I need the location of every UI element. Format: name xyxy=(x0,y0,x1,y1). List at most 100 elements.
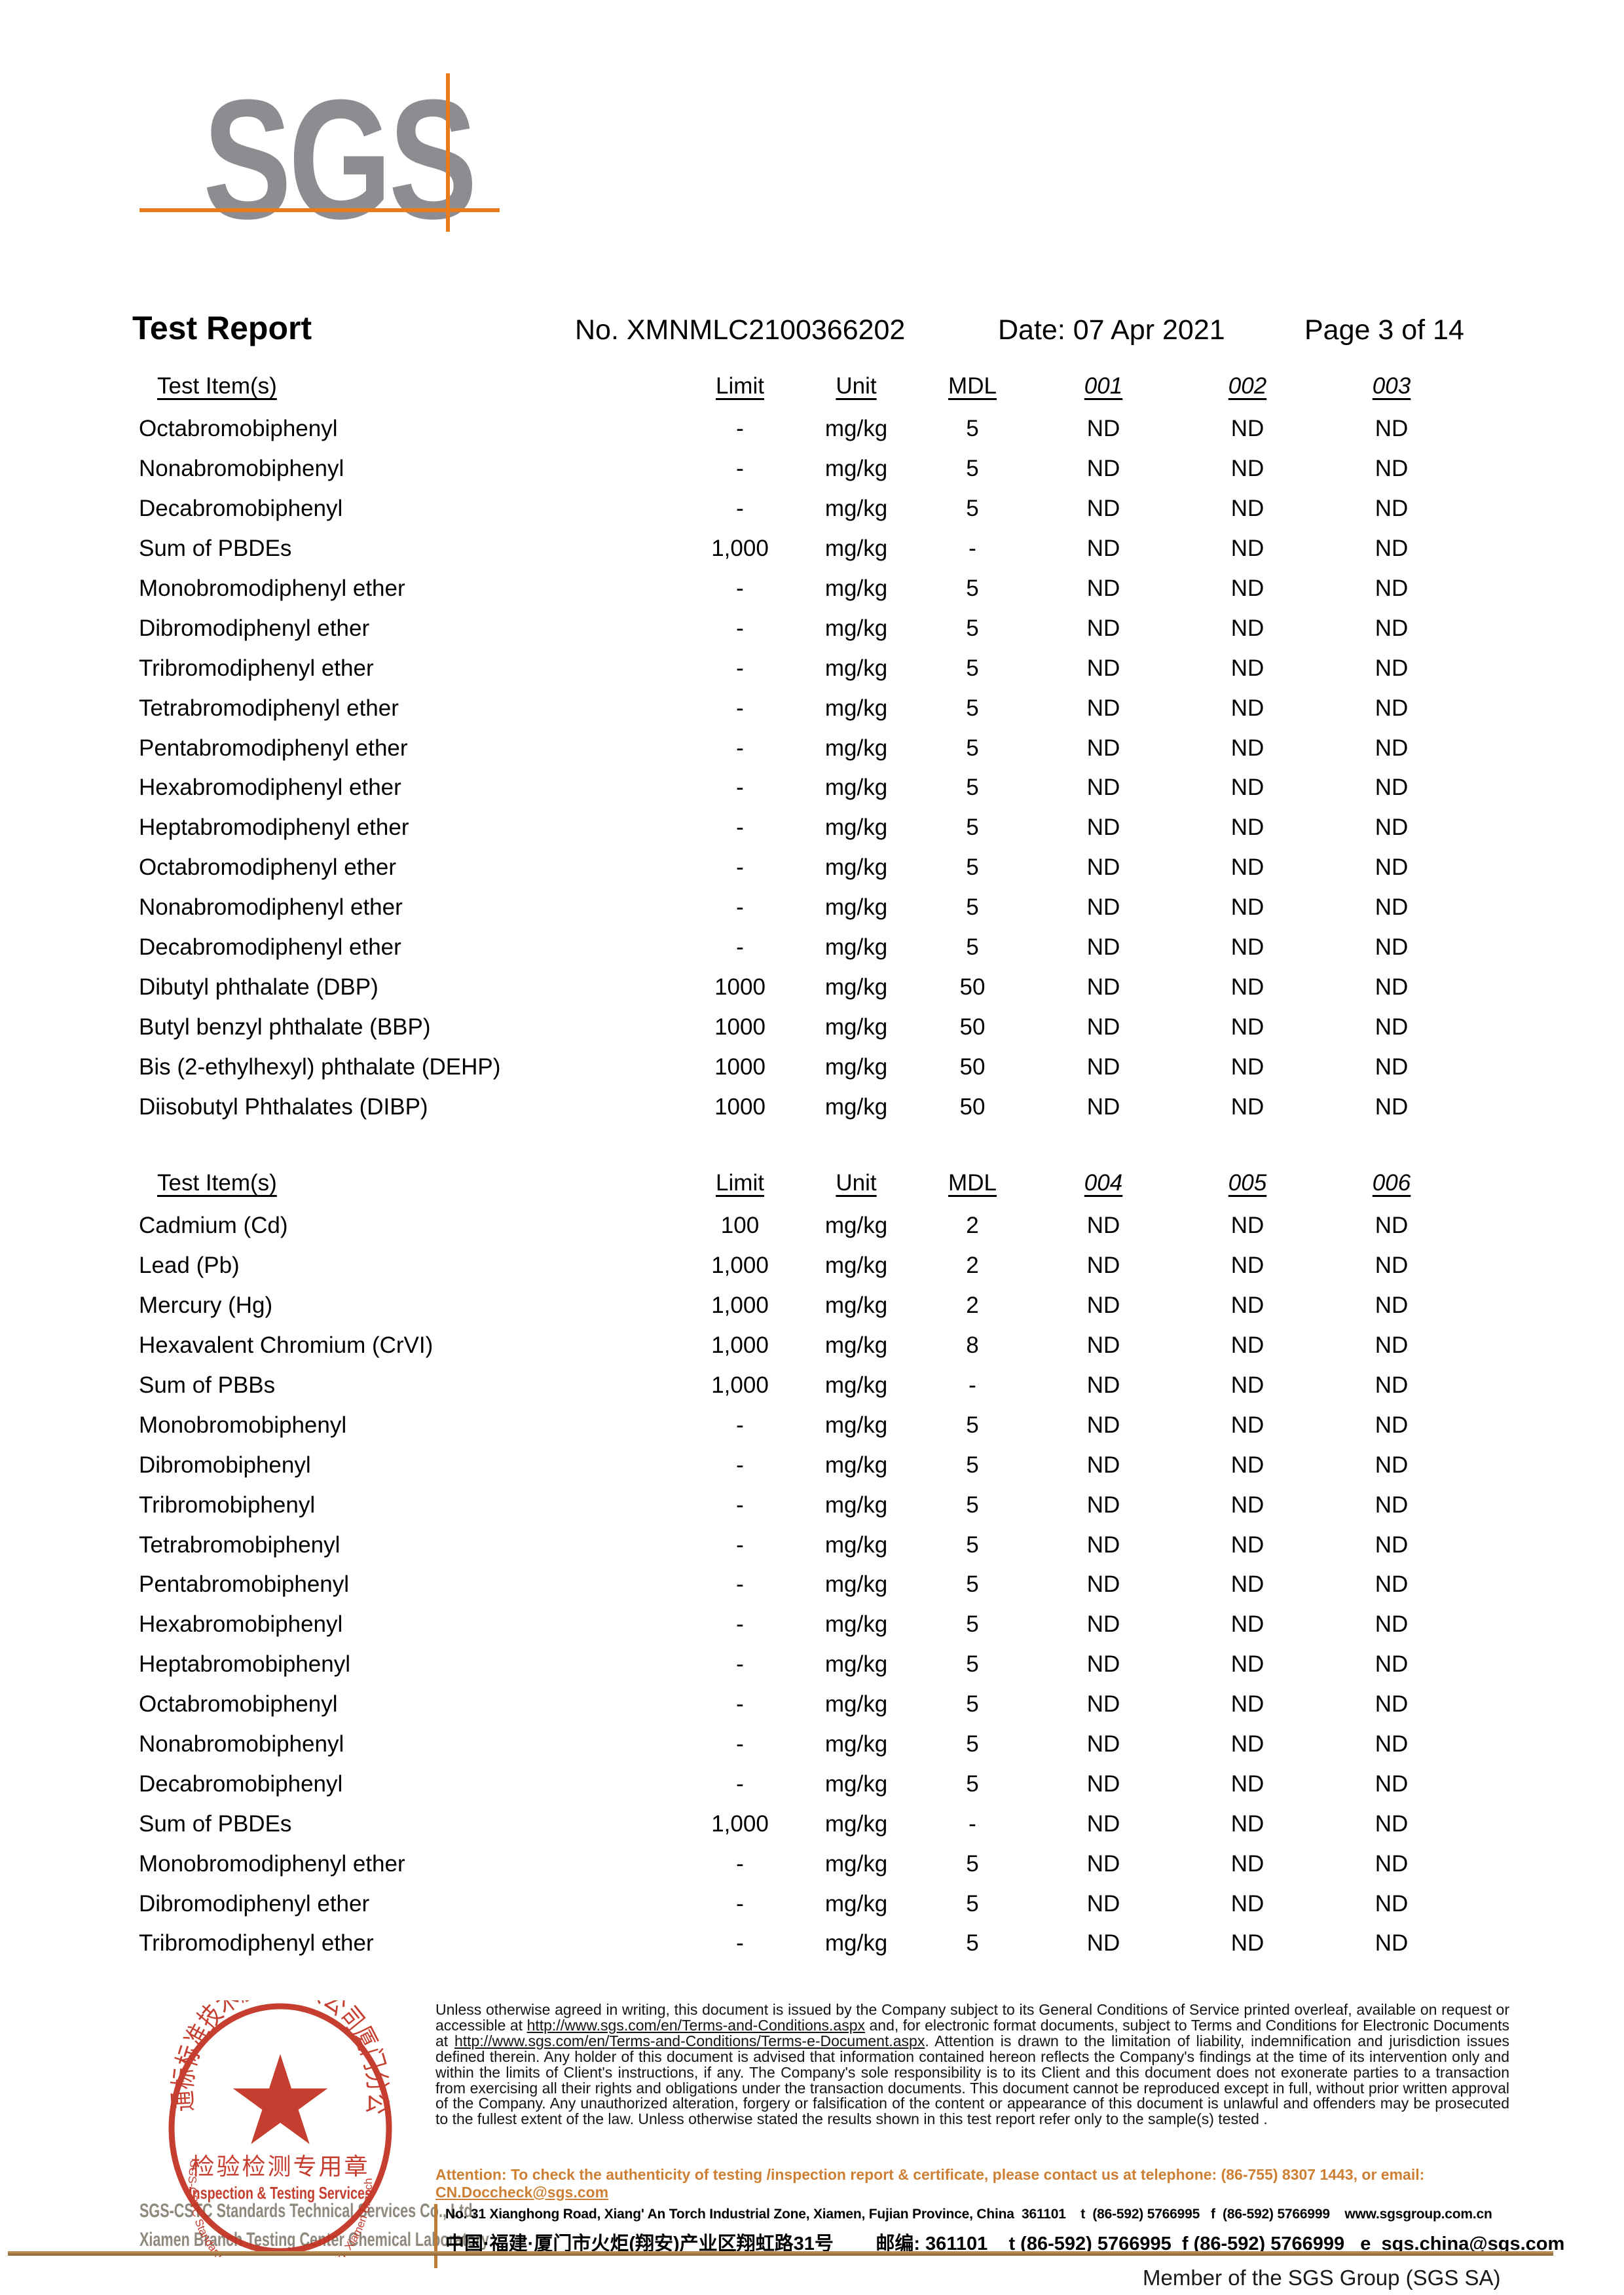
value-cell: mg/kg xyxy=(824,416,888,442)
test-item-name: Decabromobiphenyl xyxy=(139,1771,343,1797)
seal-center-en-text: Inspection & Testing Services xyxy=(189,2183,372,2203)
test-item-name: Tribromodiphenyl ether xyxy=(139,1930,374,1956)
value-cell: 5 xyxy=(966,1691,979,1717)
value-cell: ND xyxy=(1375,1691,1409,1717)
text-segment: Attention: To check the authenticity of … xyxy=(435,2166,1425,2183)
value-cell: ND xyxy=(1086,1691,1120,1717)
value-cell: ND xyxy=(1086,496,1120,522)
value-cell: ND xyxy=(1375,854,1409,881)
value-cell: - xyxy=(736,456,744,482)
value-cell: ND xyxy=(1086,1372,1120,1398)
value-cell: 5 xyxy=(966,1452,979,1478)
link-text[interactable]: http://www.sgs.com/en/Terms-and-Conditio… xyxy=(454,2032,925,2049)
text-segment: Unless otherwise agreed in writing, this… xyxy=(435,2001,1509,2034)
test-item-name: Tetrabromobiphenyl xyxy=(139,1532,341,1558)
test-item-name: Octabromodiphenyl ether xyxy=(139,854,396,881)
value-cell: ND xyxy=(1230,735,1264,761)
value-cell: mg/kg xyxy=(824,1213,888,1239)
column-header: MDL xyxy=(948,1170,997,1196)
value-cell: mg/kg xyxy=(824,894,888,921)
value-cell: - xyxy=(736,1930,744,1956)
value-cell: ND xyxy=(1086,576,1120,601)
value-cell: 1,000 xyxy=(711,1332,769,1359)
value-cell: ND xyxy=(1230,1372,1264,1398)
value-cell: ND xyxy=(1086,1332,1120,1359)
table-row: Monobromodiphenyl ether - mg/kg 5 ND ND ND xyxy=(131,569,1464,609)
value-cell: 5 xyxy=(966,1412,979,1438)
value-cell: mg/kg xyxy=(824,775,888,801)
test-item-name: Cadmium (Cd) xyxy=(139,1213,288,1239)
value-cell: mg/kg xyxy=(824,1651,888,1678)
value-cell: ND xyxy=(1375,1293,1409,1319)
value-cell: mg/kg xyxy=(824,695,888,721)
seal-center-cn-text: 检验检测专用章 xyxy=(191,2153,369,2180)
value-cell: ND xyxy=(1230,576,1264,601)
value-cell: mg/kg xyxy=(824,974,888,1000)
value-cell: ND xyxy=(1086,894,1120,921)
results-table-2: Test Item(s) Limit Unit MDL 004 005 006 Cadmiu… xyxy=(131,1160,1464,1964)
value-cell: 1000 xyxy=(714,1093,766,1120)
value-cell: ND xyxy=(1375,1054,1409,1080)
value-cell: 1,000 xyxy=(711,1372,769,1398)
member-line: Member of the SGS Group (SGS SA) xyxy=(1143,2266,1501,2290)
value-cell: ND xyxy=(1230,1571,1264,1598)
test-item-name: Tetrabromodiphenyl ether xyxy=(139,695,399,721)
value-cell: mg/kg xyxy=(824,615,888,641)
test-item-name: Tribromodiphenyl ether xyxy=(139,655,374,681)
value-cell: mg/kg xyxy=(824,1890,888,1917)
value-cell: ND xyxy=(1230,1492,1264,1518)
value-cell: mg/kg xyxy=(824,815,888,841)
value-cell: 2 xyxy=(966,1213,979,1239)
value-cell: mg/kg xyxy=(824,1691,888,1717)
value-cell: 2 xyxy=(966,1293,979,1319)
value-cell: 5 xyxy=(966,854,979,881)
value-cell: ND xyxy=(1086,1412,1120,1438)
value-cell: ND xyxy=(1375,655,1409,681)
value-cell: ND xyxy=(1086,1093,1120,1120)
value-cell: mg/kg xyxy=(824,1014,888,1040)
value-cell: 5 xyxy=(966,934,979,961)
table-row: Monobromodiphenyl ether - mg/kg 5 ND ND ND xyxy=(131,1844,1464,1884)
test-item-name: Hexabromobiphenyl xyxy=(139,1611,343,1638)
test-item-name: Dibutyl phthalate (DBP) xyxy=(139,974,378,1000)
value-cell: ND xyxy=(1230,1452,1264,1478)
value-cell: ND xyxy=(1375,1532,1409,1558)
value-cell: ND xyxy=(1086,655,1120,681)
value-cell: 5 xyxy=(966,416,979,442)
value-cell: 5 xyxy=(966,1571,979,1598)
value-cell: - xyxy=(736,1731,744,1757)
value-cell: mg/kg xyxy=(824,1372,888,1398)
value-cell: - xyxy=(736,1452,744,1478)
value-cell: mg/kg xyxy=(824,854,888,881)
test-item-name: Dibromodiphenyl ether xyxy=(139,1890,370,1917)
company-seal-stamp: 通标标准技术服务有限公司厦门分公司 SGS-CSTC Standards Tec… xyxy=(165,2000,392,2257)
value-cell: ND xyxy=(1230,1810,1264,1837)
column-header: 003 xyxy=(1372,373,1411,399)
value-cell: ND xyxy=(1375,1492,1409,1518)
value-cell: mg/kg xyxy=(824,1850,888,1877)
table-row: Heptabromobiphenyl - mg/kg 5 ND ND ND xyxy=(131,1645,1464,1685)
value-cell: mg/kg xyxy=(824,735,888,761)
value-cell: ND xyxy=(1375,695,1409,721)
value-cell: ND xyxy=(1375,894,1409,921)
value-cell: - xyxy=(736,1691,744,1717)
value-cell: mg/kg xyxy=(824,1930,888,1956)
link-text[interactable]: CN.Doccheck@sgs.com xyxy=(435,2183,609,2201)
value-cell: - xyxy=(969,536,976,562)
value-cell: 5 xyxy=(966,1651,979,1678)
table-row: Tribromodiphenyl ether - mg/kg 5 ND ND ND xyxy=(131,648,1464,688)
test-item-name: Heptabromodiphenyl ether xyxy=(139,815,409,841)
table-row: Diisobutyl Phthalates (DIBP) 1000 mg/kg 50 N… xyxy=(131,1087,1464,1127)
value-cell: ND xyxy=(1230,615,1264,641)
column-header: Unit xyxy=(836,1170,877,1196)
table-row: Sum of PBDEs 1,000 mg/kg - ND ND ND xyxy=(131,529,1464,569)
value-cell: ND xyxy=(1230,775,1264,801)
value-cell: 1,000 xyxy=(711,536,769,562)
value-cell: ND xyxy=(1230,1293,1264,1319)
link-text[interactable]: http://www.sgs.com/en/Terms-and-Conditio… xyxy=(526,2016,865,2034)
red-star-icon xyxy=(232,2054,328,2144)
value-cell: ND xyxy=(1375,1452,1409,1478)
value-cell: - xyxy=(736,735,744,761)
test-item-name: Pentabromodiphenyl ether xyxy=(139,735,408,761)
